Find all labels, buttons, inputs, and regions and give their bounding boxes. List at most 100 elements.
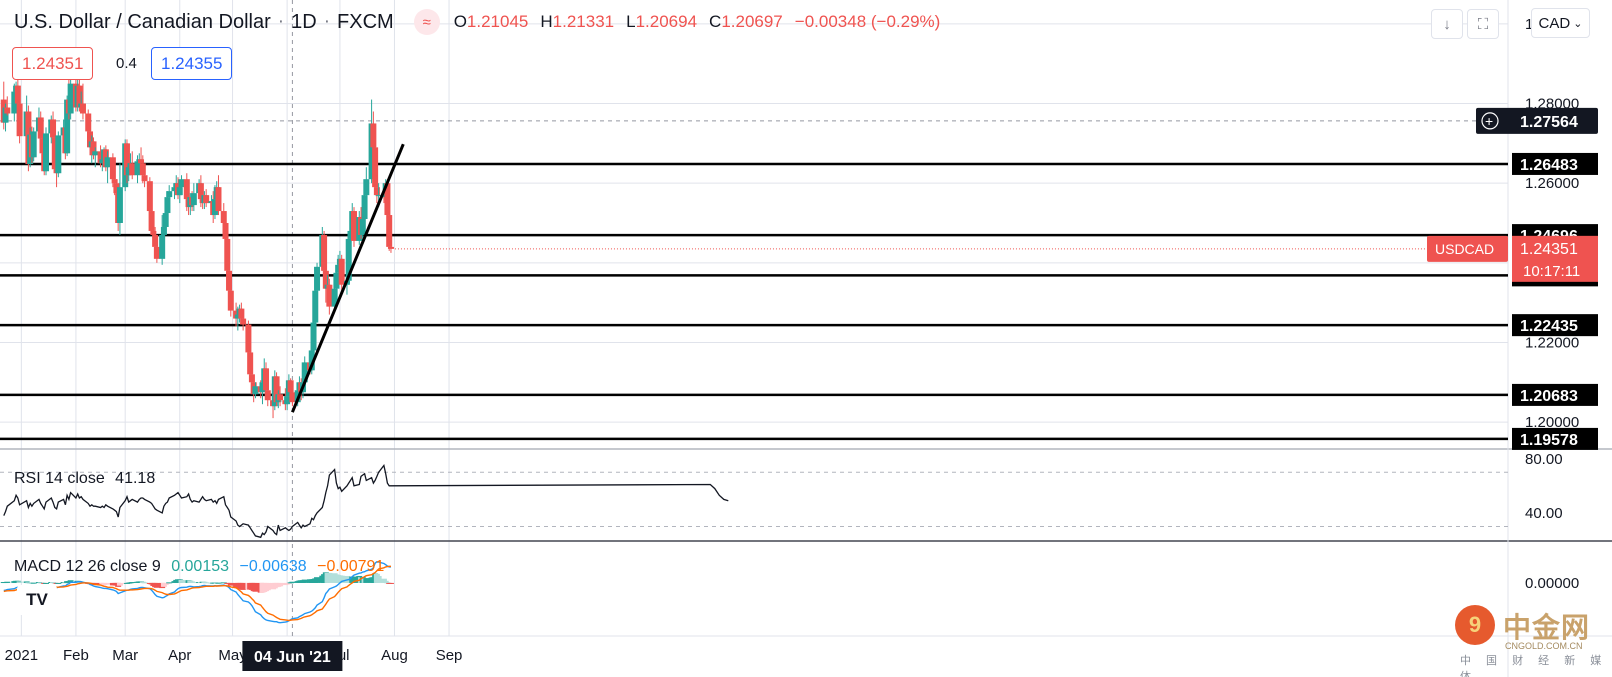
candle-body <box>277 394 284 401</box>
candle-body <box>85 113 92 132</box>
macd-histogram-bar <box>220 582 227 584</box>
candle-body <box>79 103 86 114</box>
candle-body <box>333 272 340 289</box>
candle-body <box>263 368 269 391</box>
ohlc-change: −0.00348 (−0.29%) <box>794 12 941 31</box>
symbol-name[interactable]: U.S. Dollar / Canadian Dollar <box>14 10 271 33</box>
tradingview-logo[interactable]: TV <box>17 585 57 615</box>
low-label: L <box>626 12 636 31</box>
rsi-line <box>3 464 729 539</box>
macd-histogram-bar <box>215 582 222 584</box>
candle-body <box>14 85 21 104</box>
time-tick-label: Aug <box>381 647 408 664</box>
macd-histogram-bar <box>289 581 296 583</box>
candle-body <box>387 246 394 249</box>
level-label: 1.22435 <box>1520 318 1578 335</box>
candle-body <box>97 151 104 164</box>
ohlc-high: H1.21331 <box>540 12 614 32</box>
macd-histogram-bar <box>23 581 30 583</box>
candle-body <box>104 157 111 168</box>
time-tick-label: Feb <box>63 647 89 664</box>
macd-legend[interactable]: MACD 12 26 close 9 0.00153 −0.00638 −0.0… <box>14 558 384 576</box>
candle-body <box>351 211 357 241</box>
separator-dot: · <box>277 11 285 32</box>
price-tick-label: 1.26000 <box>1525 175 1579 192</box>
candle-body <box>338 258 345 285</box>
wave-badge-icon[interactable]: ≈ <box>413 9 440 35</box>
crosshair-date-label: 04 Jun '21 <box>254 649 331 666</box>
candle-body <box>335 264 342 273</box>
currency-select[interactable]: CAD ⌄ <box>1531 8 1590 38</box>
candle-body <box>176 187 183 196</box>
candle-body <box>162 213 169 227</box>
interval-label[interactable]: 1D <box>291 10 317 33</box>
candle-body <box>273 376 280 403</box>
macd-pane <box>0 560 394 624</box>
macd-histogram-bar <box>50 582 57 584</box>
rsi-tick-label: 40.00 <box>1525 505 1563 522</box>
candle-body <box>99 159 106 164</box>
candle-body <box>64 99 71 154</box>
candle-body <box>134 161 141 176</box>
candle-body <box>215 187 222 212</box>
candle-body <box>259 382 266 393</box>
candle-body <box>314 266 321 291</box>
macd-histogram-bar <box>162 582 169 586</box>
candle-body <box>284 396 291 405</box>
candle-body <box>227 290 234 311</box>
candle-body <box>359 219 366 235</box>
candle-body <box>30 131 37 158</box>
arrow-down-icon[interactable]: ↓ <box>1431 9 1463 39</box>
candle-body <box>347 230 354 239</box>
candle-body <box>37 117 44 139</box>
expand-icon[interactable]: ⛶ <box>1467 9 1499 39</box>
symbol-price-tag-label: USDCAD <box>1435 241 1494 257</box>
rsi-pane <box>0 464 1508 539</box>
level-label-box <box>1512 383 1598 406</box>
price-tick-label: 1.22000 <box>1525 334 1579 351</box>
macd-histogram-bar <box>240 582 247 590</box>
candle-body <box>171 187 178 192</box>
macd-histogram-bar <box>380 578 387 583</box>
macd-histogram-bar <box>375 575 382 583</box>
crosshair-value-box <box>1476 107 1598 134</box>
level-label: 1.26483 <box>1520 157 1578 174</box>
candle-body <box>11 91 18 114</box>
candle-body <box>67 83 74 114</box>
macd-histogram-bar <box>338 575 345 583</box>
candle-body <box>247 352 254 375</box>
candle-body <box>141 175 148 182</box>
last-price-box <box>1512 235 1598 282</box>
macd-histogram-bar <box>252 582 259 592</box>
watermark-logo-icon: 9 <box>1455 605 1495 645</box>
candle-body <box>39 138 46 154</box>
ohlc-low: L1.20694 <box>626 12 697 32</box>
level-label-box <box>1512 152 1598 175</box>
macd-histogram-bar <box>227 582 234 586</box>
symbol-header: U.S. Dollar / Canadian Dollar · 1D · FXC… <box>14 8 952 36</box>
exchange-label: FXCM <box>337 10 394 33</box>
price-tick-label: 1.20000 <box>1525 414 1579 431</box>
sell-price-button[interactable]: 1.24351 <box>12 47 94 80</box>
candle-body <box>234 314 241 319</box>
high-label: H <box>540 12 553 31</box>
candle-body <box>125 167 132 176</box>
macd-line-value: −0.00638 <box>239 558 307 575</box>
candle-body <box>264 390 271 401</box>
level-label: 1.20683 <box>1520 388 1578 405</box>
candle-body <box>363 179 370 196</box>
candle-body <box>138 159 145 164</box>
watermark-brand: 中金网 <box>1503 612 1591 643</box>
candle-body <box>372 147 379 188</box>
candle-body <box>220 211 227 223</box>
macd-histogram-bar <box>301 579 308 583</box>
trendline[interactable] <box>291 143 405 413</box>
buy-price-button[interactable]: 1.24355 <box>151 47 233 80</box>
rsi-legend[interactable]: RSI 14 close 41.18 <box>14 470 155 488</box>
candle-body <box>301 362 308 383</box>
plus-circle-icon <box>1481 112 1499 130</box>
candle-body <box>238 308 245 319</box>
candle-body <box>153 246 160 259</box>
